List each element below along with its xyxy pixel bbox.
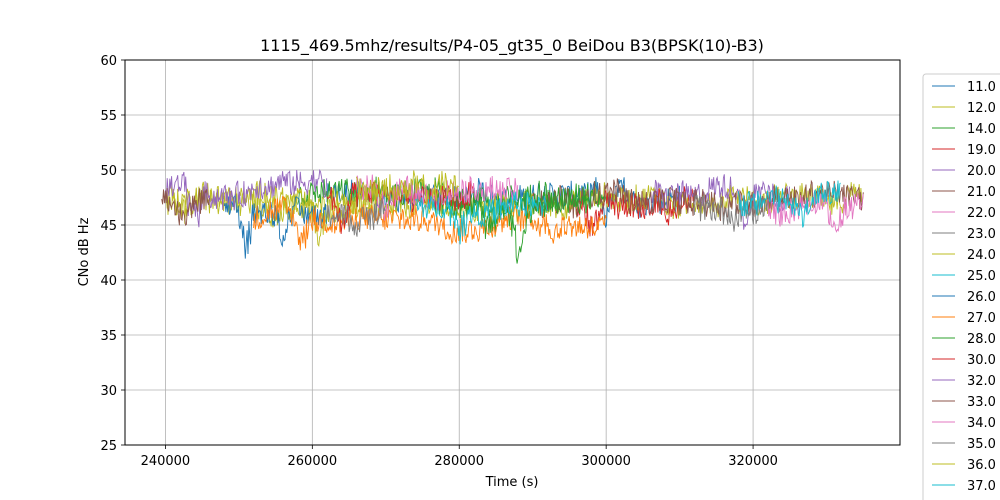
x-tick-label: 240000 [141, 454, 191, 469]
series-layer [161, 169, 864, 264]
legend-label: 14.0 [967, 122, 996, 137]
legend-label: 32.0 [967, 374, 996, 389]
y-tick-label: 30 [100, 384, 117, 399]
y-tick-label: 25 [100, 439, 117, 454]
series-line-28-0 [429, 188, 592, 264]
y-tick-label: 45 [100, 219, 117, 234]
legend-label: 30.0 [967, 353, 996, 368]
legend-label: 19.0 [967, 143, 996, 158]
legend-label: 26.0 [967, 290, 996, 305]
plot-frame [124, 59, 901, 446]
series-line-12-0 [165, 182, 864, 228]
series-line-22-0 [767, 189, 864, 233]
x-tick-label: 280000 [434, 454, 484, 469]
y-tick-label: 50 [100, 164, 117, 179]
series-line-30-0 [326, 180, 474, 234]
legend-label: 28.0 [967, 332, 996, 347]
series-line-33-0 [161, 188, 210, 226]
y-tick-label: 35 [100, 329, 117, 344]
series-line-27-0 [253, 195, 607, 251]
legend: 11.0 12.0 14.0 19.0 20.0 21.0 22.0 23.0 24.0 25.0… [922, 73, 1000, 500]
legend-label: 21.0 [967, 185, 996, 200]
y-axis-label: CNo dB Hz [77, 217, 92, 286]
x-axis-label: Time (s) [485, 475, 539, 490]
axis-ticks: 240000 260000 280000 300000 320000 25 30 35 40 45… [100, 54, 777, 469]
legend-label: 37.0 [967, 479, 996, 494]
series-line-36-0 [355, 170, 460, 212]
legend-label: 25.0 [967, 269, 996, 284]
legend-label: 33.0 [967, 395, 996, 410]
series-line-19-0 [576, 186, 695, 237]
y-tick-label: 55 [100, 109, 117, 124]
x-tick-label: 320000 [728, 454, 778, 469]
series-line-37-0 [414, 191, 548, 245]
chart-title: 1115_469.5mhz/results/P4-05_gt35_0 BeiDo… [260, 36, 764, 56]
legend-box [922, 73, 1000, 500]
legend-label: 20.0 [967, 164, 996, 179]
legend-label: 35.0 [967, 437, 996, 452]
legend-label: 34.0 [967, 416, 996, 431]
x-tick-label: 300000 [581, 454, 631, 469]
x-tick-label: 260000 [288, 454, 338, 469]
series-line-25-0 [737, 180, 841, 228]
legend-label: 22.0 [967, 206, 996, 221]
series-line-21-0 [532, 178, 864, 221]
legend-label: 11.0 [967, 80, 996, 95]
legend-label: 23.0 [967, 227, 996, 242]
y-tick-label: 40 [100, 274, 117, 289]
series-line-35-0 [326, 196, 386, 237]
legend-label: 24.0 [967, 248, 996, 263]
legend-label: 27.0 [967, 311, 996, 326]
legend-label: 36.0 [967, 458, 996, 473]
legend-label: 12.0 [967, 101, 996, 116]
y-tick-label: 60 [100, 54, 117, 69]
